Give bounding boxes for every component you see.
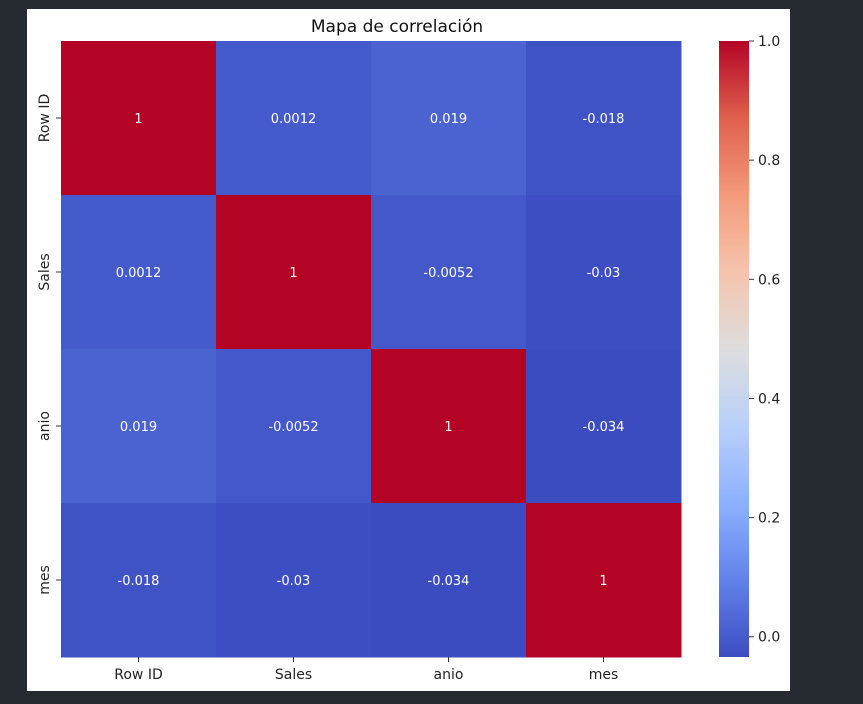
y-tick-label: anio bbox=[37, 411, 53, 441]
colorbar-tick-label: 0.2 bbox=[758, 511, 780, 527]
heatmap-cell bbox=[216, 195, 372, 350]
heatmap-cell-label: -0.018 bbox=[583, 112, 625, 127]
heatmap-cell-label: -0.03 bbox=[587, 266, 621, 281]
heatmap-cell-labels: 1 0.0012 0.019 -0.018 0.0012 1 -0.0052 -0.03 0.0… bbox=[116, 112, 625, 589]
colorbar-tick-label: 0.0 bbox=[758, 630, 780, 646]
heatmap-cell-label: -0.034 bbox=[583, 420, 625, 435]
heatmap-cell-label: 0.0012 bbox=[116, 266, 162, 281]
heatmap-cell bbox=[61, 503, 217, 658]
heatmap-cell-label: 0.019 bbox=[120, 420, 157, 435]
heatmap-cell bbox=[526, 41, 682, 196]
heatmap-cell-label: 1 bbox=[134, 112, 142, 127]
heatmap-cell-label: -0.03 bbox=[277, 574, 311, 589]
heatmap-cell bbox=[61, 349, 217, 504]
heatmap-cell-label: -0.018 bbox=[118, 574, 160, 589]
y-axis: Row ID Sales anio mes bbox=[37, 94, 61, 595]
heatmap-cell bbox=[526, 349, 682, 504]
heatmap-cell bbox=[526, 503, 682, 658]
x-tick-label: Sales bbox=[275, 667, 312, 683]
colorbar-tick-label: 0.6 bbox=[758, 272, 780, 288]
x-tick-label: anio bbox=[434, 667, 464, 683]
heatmap-cell-label: 0.0012 bbox=[271, 112, 317, 127]
colorbar-tick-label: 0.8 bbox=[758, 153, 780, 169]
heatmap-cell bbox=[371, 41, 527, 196]
x-tick-label: Row ID bbox=[114, 667, 162, 683]
colorbar-gradient bbox=[719, 41, 749, 657]
heatmap-cell-label: -0.034 bbox=[428, 574, 470, 589]
heatmap-cell-label: -0.0052 bbox=[423, 266, 473, 281]
heatmap-cell bbox=[61, 195, 217, 350]
heatmap-chart: 1 0.0012 0.019 -0.018 0.0012 1 -0.0052 -0.03 0.0… bbox=[37, 34, 780, 683]
y-tick-label: Row ID bbox=[37, 94, 53, 142]
heatmap-cell bbox=[216, 349, 372, 504]
colorbar: 0.0 0.2 0.4 0.6 0.8 1.0 bbox=[719, 34, 780, 657]
heatmap-cell bbox=[371, 349, 527, 504]
y-tick-label: mes bbox=[37, 565, 53, 595]
y-tick-label: Sales bbox=[37, 253, 53, 290]
heatmap-cell bbox=[371, 195, 527, 350]
heatmap-cell bbox=[61, 41, 217, 196]
heatmap-cell-label: 1 bbox=[599, 574, 607, 589]
heatmap-cell-label: -0.0052 bbox=[268, 420, 318, 435]
figure-canvas: Mapa de correlación 1 0.0012 0.019 -0.018 0.… bbox=[27, 9, 790, 691]
heatmap-cell-label: 1 bbox=[289, 266, 297, 281]
heatmap-cell bbox=[216, 503, 372, 658]
heatmap-cell-label: 0.019 bbox=[430, 112, 467, 127]
chart-title: Mapa de correlación bbox=[310, 17, 484, 37]
heatmap-cell bbox=[371, 503, 527, 658]
heatmap-cells bbox=[61, 41, 682, 658]
x-axis: Row ID Sales anio mes bbox=[114, 657, 618, 683]
heatmap-cell bbox=[216, 41, 372, 196]
colorbar-tick-label: 1.0 bbox=[758, 34, 780, 50]
x-tick-label: mes bbox=[589, 667, 619, 683]
heatmap-cell bbox=[526, 195, 682, 350]
colorbar-tick-label: 0.4 bbox=[758, 391, 780, 407]
heatmap-cell-label: 1 bbox=[444, 420, 452, 435]
